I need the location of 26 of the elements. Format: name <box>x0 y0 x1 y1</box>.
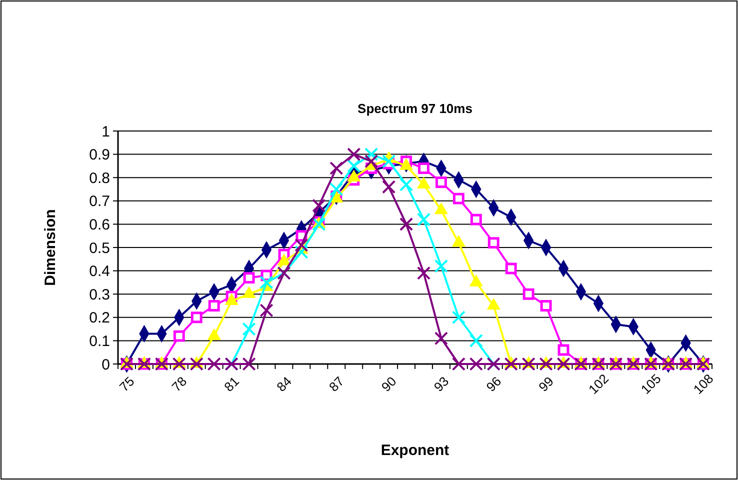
y-tick-label: 0 <box>102 356 110 374</box>
x-tick-label: 93 <box>430 374 452 394</box>
x-tick-label: 108 <box>690 371 716 398</box>
chart-title: Spectrum 97 10ms <box>358 101 472 116</box>
x-tick-label: 78 <box>168 374 190 394</box>
y-axis-title: Dimension <box>42 209 59 286</box>
y-tick-label: 0.7 <box>89 193 110 210</box>
x-tick-label: 84 <box>274 374 294 394</box>
y-tick-label: 0.1 <box>89 332 110 350</box>
x-tick-label: 87 <box>326 374 347 394</box>
y-tick-label: 0.2 <box>89 310 110 327</box>
x-tick-label: 99 <box>536 374 556 394</box>
x-tick-label: 81 <box>221 374 242 394</box>
x-tick-label: 102 <box>586 371 612 398</box>
y-tick-label: 1 <box>102 123 110 140</box>
y-tick-label: 0.5 <box>89 240 110 257</box>
y-tick-label: 0.6 <box>89 216 110 234</box>
x-tick-label: 90 <box>378 374 400 394</box>
y-tick-label: 0.3 <box>89 286 110 304</box>
x-tick-label: 105 <box>638 371 664 398</box>
y-tick-label: 0.9 <box>89 146 110 164</box>
x-axis-title: Exponent <box>380 442 450 459</box>
x-tick-label: 75 <box>116 374 138 394</box>
x-tick-label: 96 <box>483 374 504 394</box>
y-tick-label: 0.8 <box>89 170 110 187</box>
y-tick-label: 0.4 <box>89 263 110 280</box>
